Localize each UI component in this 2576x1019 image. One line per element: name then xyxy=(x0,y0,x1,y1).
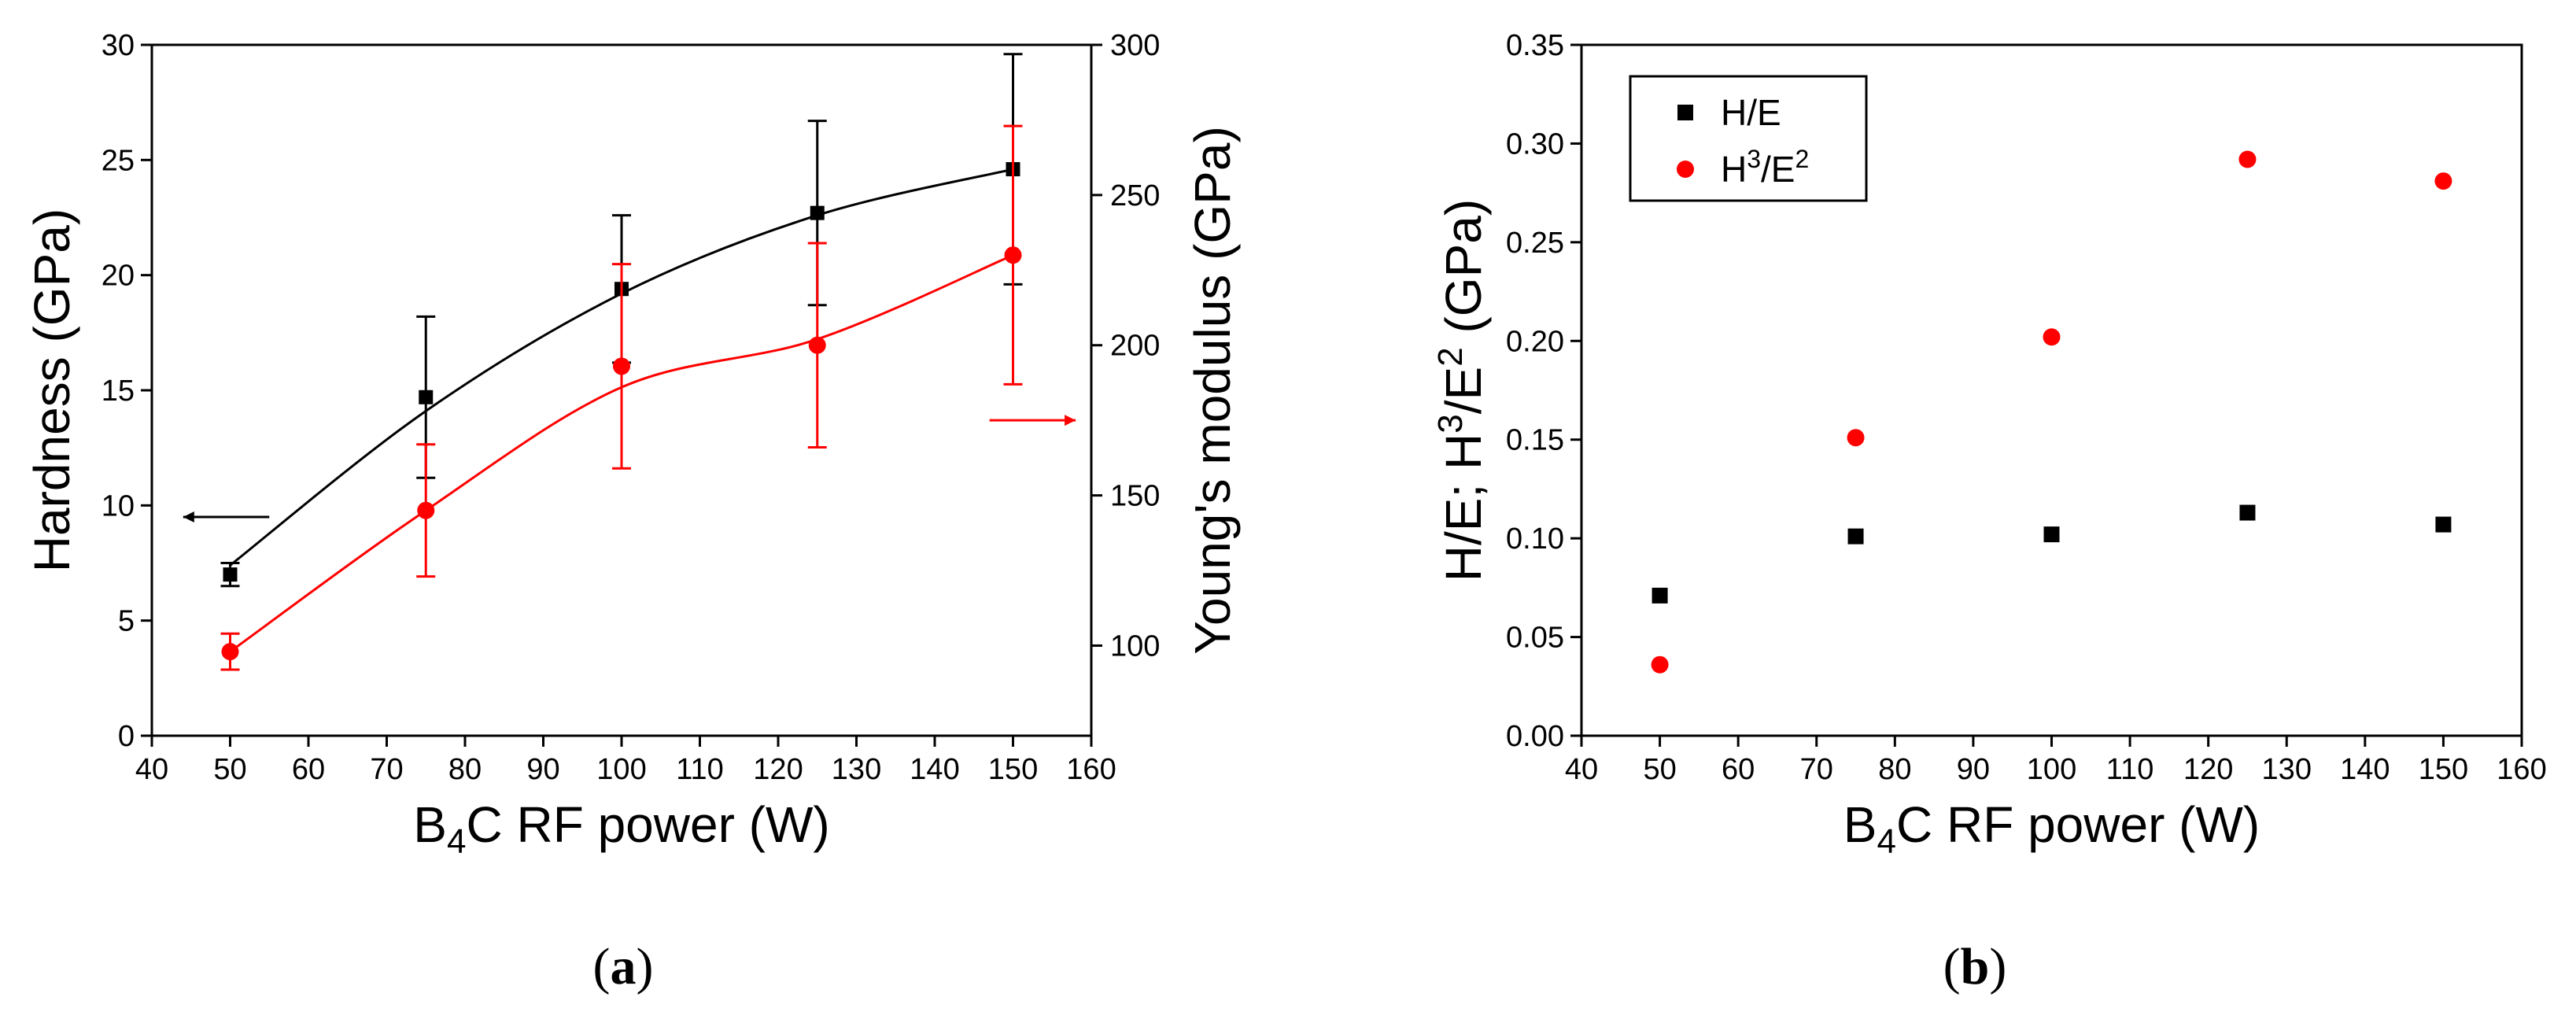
x-tick-label: 40 xyxy=(1565,753,1598,786)
x-tick-label: 120 xyxy=(753,753,803,786)
legend-label-h3-e2: H3/E2 xyxy=(1721,145,1809,190)
x-tick-label: 90 xyxy=(1957,753,1990,786)
y-left-tick-label: 30 xyxy=(101,29,135,62)
panel-b-x-axis-label: B4C RF power (W) xyxy=(1843,796,2260,861)
x-tick-label: 100 xyxy=(596,753,646,786)
data-point-square xyxy=(810,205,825,220)
fit-curve xyxy=(229,168,1013,567)
x-tick-label: 140 xyxy=(910,753,959,786)
legend-marker-h3-e2 xyxy=(1677,161,1694,178)
y-right-tick-label: 250 xyxy=(1110,179,1160,212)
data-point-circle xyxy=(2434,172,2452,190)
y-tick-label: 0.15 xyxy=(1506,424,1564,457)
y-right-tick-label: 200 xyxy=(1110,330,1160,363)
x-tick-label: 40 xyxy=(135,753,168,786)
panel-b-series xyxy=(1651,150,2452,674)
panel-a-right-y-axis: 100 150 200 250 300 xyxy=(1091,29,1160,663)
data-point-square xyxy=(2043,526,2060,543)
panel-b-y-axis-label: H/E; H3/E2 (GPa) xyxy=(1431,199,1492,581)
y-right-tick-label: 150 xyxy=(1110,480,1160,513)
y-left-tick-label: 20 xyxy=(101,260,135,293)
x-tick-label: 50 xyxy=(1643,753,1676,786)
chart-panel-a: 40 50 60 70 80 90 100 110 120 130 140 150 160 0 5 10 15… xyxy=(24,29,1241,861)
x-tick-label: 70 xyxy=(370,753,403,786)
x-tick-label: 150 xyxy=(988,753,1038,786)
panel-a-series xyxy=(183,53,1076,671)
y-tick-label: 0.05 xyxy=(1506,622,1564,655)
y-tick-label: 0.10 xyxy=(1506,522,1564,556)
chart-panel-b: 40 50 60 70 80 90 100 110 120 130 140 150 160 0.000.… xyxy=(1431,29,2547,861)
data-point-circle xyxy=(1847,429,1865,447)
x-tick-label: 130 xyxy=(832,753,881,786)
legend-box xyxy=(1629,75,1868,202)
x-tick-label: 100 xyxy=(2027,753,2076,786)
x-tick-label: 80 xyxy=(448,753,482,786)
x-tick-label: 110 xyxy=(2106,753,2154,786)
panel-b-caption: (b) xyxy=(1943,938,2007,995)
x-tick-label: 160 xyxy=(1066,753,1116,786)
data-point-circle xyxy=(613,357,630,375)
x-tick-label: 70 xyxy=(1800,753,1833,786)
panel-b-legend: H/E H3/E2 xyxy=(1629,75,1868,202)
y-tick-label: 0.30 xyxy=(1506,127,1564,161)
y-tick-label: 0.00 xyxy=(1506,720,1564,753)
panel-a-x-axis: 40 50 60 70 80 90 100 110 120 130 140 150 160 xyxy=(135,736,1116,786)
data-point-square xyxy=(2239,504,2256,521)
modulus-arrowhead xyxy=(1065,415,1076,426)
data-point-square xyxy=(223,567,238,582)
legend-marker-h-e xyxy=(1677,105,1693,120)
youngs-modulus-series xyxy=(220,124,1023,671)
panel-a-caption: (a) xyxy=(593,938,654,995)
panel-a-x-axis-label: B4C RF power (W) xyxy=(413,796,829,861)
y-right-tick-label: 100 xyxy=(1110,629,1160,663)
x-tick-label: 80 xyxy=(1878,753,1911,786)
panel-a-left-y-axis: 0 5 10 15 20 25 30 xyxy=(101,29,152,753)
h3-e2-series xyxy=(1651,150,2452,674)
x-tick-label: 60 xyxy=(292,753,325,786)
x-tick-label: 120 xyxy=(2183,753,2233,786)
y-left-tick-label: 10 xyxy=(101,489,135,522)
x-tick-label: 130 xyxy=(2262,753,2312,786)
hardness-arrowhead xyxy=(183,511,194,522)
data-point-circle xyxy=(417,501,435,519)
data-point-circle xyxy=(2043,328,2061,346)
data-point-circle xyxy=(808,336,826,354)
panel-b-x-axis: 40 50 60 70 80 90 100 110 120 130 140 150 160 xyxy=(1565,736,2547,786)
data-point-circle xyxy=(1651,655,1669,674)
axis-indicator-arrows xyxy=(183,415,1076,522)
panel-a-right-y-axis-label: Young's modulus (GPa) xyxy=(1184,126,1241,655)
legend-label-h-e: H/E xyxy=(1721,92,1781,133)
y-left-tick-label: 25 xyxy=(101,144,135,177)
panel-b-y-axis: 0.00 0.05 0.10 0.15 0.20 0.25 0.30 0.35 xyxy=(1506,29,1581,753)
data-point-square xyxy=(1652,587,1668,604)
y-tick-label: 0.35 xyxy=(1506,29,1564,62)
panel-a-left-y-axis-label: Hardness (GPa) xyxy=(24,209,80,572)
y-left-tick-label: 15 xyxy=(101,375,135,408)
y-tick-label: 0.20 xyxy=(1506,325,1564,358)
x-tick-label: 140 xyxy=(2340,753,2390,786)
x-tick-label: 160 xyxy=(2497,753,2546,786)
y-left-tick-label: 5 xyxy=(118,605,135,638)
y-right-tick-label: 300 xyxy=(1110,29,1160,62)
y-tick-label: 0.25 xyxy=(1506,227,1564,260)
data-point-circle xyxy=(221,643,239,661)
x-tick-label: 60 xyxy=(1722,753,1755,786)
x-tick-label: 110 xyxy=(676,753,724,786)
data-point-circle xyxy=(2238,150,2257,168)
h-e-series xyxy=(1652,504,2452,604)
data-point-square xyxy=(1847,528,1864,545)
x-tick-label: 150 xyxy=(2419,753,2468,786)
data-point-square xyxy=(2435,516,2452,533)
x-tick-label: 50 xyxy=(213,753,246,786)
x-tick-label: 90 xyxy=(526,753,559,786)
data-point-circle xyxy=(1004,246,1022,264)
data-point-square xyxy=(419,390,434,404)
y-left-tick-label: 0 xyxy=(118,720,135,753)
